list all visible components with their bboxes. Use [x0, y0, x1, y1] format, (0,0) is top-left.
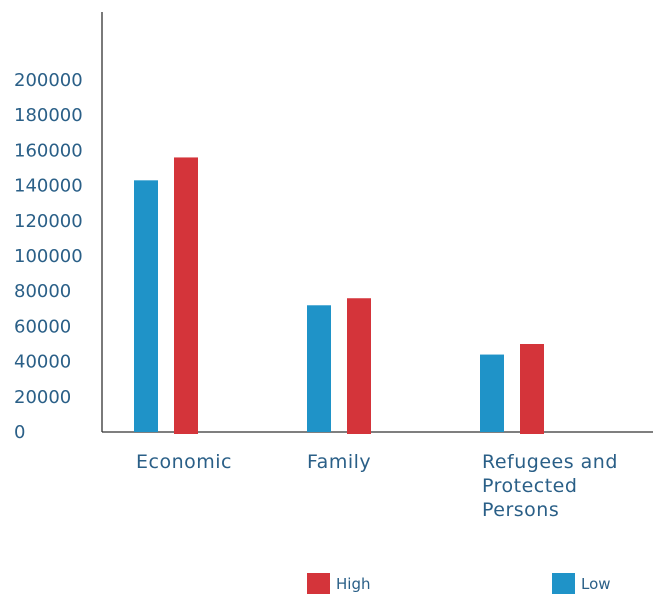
category-labels: Economic Family Refugees andProtectedPerso…: [136, 451, 618, 521]
bars: [134, 157, 544, 434]
y-tick-label: 120000: [14, 211, 83, 232]
bar-low-1: [134, 180, 158, 432]
bar-low-3: [480, 354, 504, 432]
y-tick-label: 200000: [14, 70, 83, 91]
legend-label-low: Low: [581, 575, 611, 593]
y-tick-labels: 0 20000 40000 60000 80000 100000 120000 140000 1…: [14, 70, 83, 443]
y-tick-label: 140000: [14, 176, 83, 197]
bar-low-2: [307, 305, 331, 432]
y-tick-label: 20000: [14, 387, 71, 408]
y-tick-label: 80000: [14, 281, 71, 302]
bar-high-1: [174, 157, 198, 434]
category-label: Family: [307, 451, 371, 473]
category-label: Protected: [482, 475, 577, 497]
y-tick-label: 40000: [14, 352, 71, 373]
y-tick-label: 180000: [14, 105, 83, 126]
bar-high-2: [347, 298, 371, 434]
legend: High Low: [307, 573, 611, 594]
y-tick-label: 60000: [14, 316, 71, 337]
legend-swatch-low: [552, 573, 575, 594]
legend-swatch-high: [307, 573, 330, 594]
category-label: Refugees and: [482, 451, 618, 473]
y-tick-label: 100000: [14, 246, 83, 267]
y-tick-label: 0: [14, 422, 25, 443]
legend-label-high: High: [336, 575, 370, 593]
bar-high-3: [520, 344, 544, 434]
category-label: Economic: [136, 451, 232, 473]
category-label: Persons: [482, 499, 559, 521]
y-tick-label: 160000: [14, 140, 83, 161]
